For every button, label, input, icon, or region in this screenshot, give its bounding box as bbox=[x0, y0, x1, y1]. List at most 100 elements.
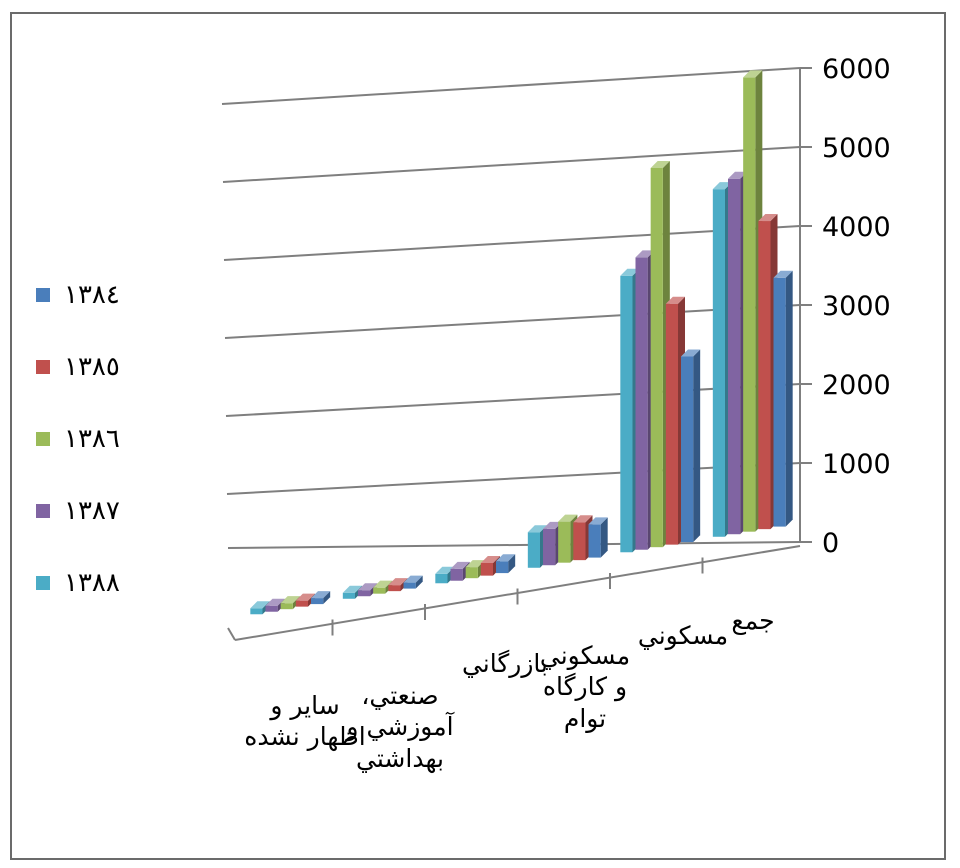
gridline bbox=[225, 383, 801, 417]
category-label: بازرگاني bbox=[461, 649, 549, 678]
bar bbox=[480, 563, 494, 576]
bar-top bbox=[727, 171, 748, 179]
bar bbox=[265, 605, 278, 612]
legend-item: ١٣٨٥ bbox=[36, 352, 120, 382]
legend-label: ١٣٨٥ bbox=[64, 352, 120, 382]
bar-top bbox=[681, 349, 701, 357]
bar bbox=[542, 528, 556, 566]
category-label: مسكوني و كارگاه توام bbox=[539, 641, 631, 733]
bar bbox=[311, 598, 324, 605]
bar-top bbox=[373, 580, 393, 588]
bar bbox=[620, 275, 633, 553]
bar-top bbox=[496, 554, 516, 562]
bar-top bbox=[620, 268, 640, 276]
bar-top bbox=[265, 598, 285, 606]
bar-side bbox=[785, 270, 793, 527]
bar bbox=[558, 521, 571, 563]
bar bbox=[758, 221, 771, 530]
bar-top bbox=[758, 214, 778, 222]
bar-top bbox=[773, 270, 793, 278]
y-tick-label: 1000 bbox=[822, 449, 891, 480]
bar-top bbox=[295, 593, 316, 601]
y-tick-label: 3000 bbox=[822, 291, 891, 322]
bar-top bbox=[311, 591, 331, 599]
bar-top bbox=[712, 182, 732, 190]
bar bbox=[435, 573, 448, 584]
floor-left-edge bbox=[227, 627, 236, 641]
y-tick-label: 6000 bbox=[822, 54, 891, 85]
bar bbox=[373, 587, 386, 594]
legend-swatch bbox=[36, 576, 50, 590]
bar-top bbox=[450, 561, 470, 569]
legend-swatch bbox=[36, 432, 50, 446]
bar-top bbox=[650, 160, 670, 168]
bar-top bbox=[635, 250, 655, 258]
gridline bbox=[223, 225, 801, 261]
bar-top bbox=[280, 596, 300, 604]
bar bbox=[650, 167, 663, 548]
bar bbox=[357, 590, 371, 597]
legend-item: ١٣٨٨ bbox=[36, 568, 120, 598]
legend-label: ١٣٨٨ bbox=[64, 568, 120, 598]
bar-top bbox=[435, 566, 455, 574]
bar bbox=[635, 257, 648, 550]
bar bbox=[665, 303, 679, 545]
bar-top bbox=[665, 296, 686, 304]
legend-item: ١٣٨٤ bbox=[36, 280, 120, 310]
y-tick-label: 0 bbox=[822, 528, 839, 559]
bar bbox=[573, 522, 586, 561]
bar bbox=[450, 568, 463, 581]
legend-swatch bbox=[36, 360, 50, 374]
legend-label: ١٣٨٦ bbox=[64, 424, 120, 454]
bar bbox=[712, 189, 725, 537]
legend-swatch bbox=[36, 504, 50, 518]
bar-side bbox=[415, 575, 423, 589]
bar bbox=[250, 608, 263, 615]
bar-top bbox=[743, 70, 763, 78]
legend-label: ١٣٨٧ bbox=[64, 496, 120, 526]
bar bbox=[403, 582, 416, 589]
bar-top bbox=[588, 517, 608, 525]
bar-side bbox=[323, 591, 331, 605]
bar-top bbox=[465, 560, 485, 568]
bar bbox=[496, 561, 509, 574]
floor-back-edge bbox=[227, 541, 801, 549]
bar-top bbox=[558, 514, 578, 522]
gridline bbox=[221, 67, 801, 105]
bar bbox=[681, 356, 694, 543]
category-label: مسكوني bbox=[637, 621, 729, 650]
bar-side bbox=[508, 554, 516, 574]
bar-side bbox=[693, 349, 701, 543]
category-label: صنعتي، آموزشي و بهداشتي bbox=[346, 681, 454, 773]
bar-top bbox=[357, 583, 378, 591]
bar bbox=[388, 585, 401, 592]
bar-top bbox=[527, 525, 547, 533]
bar bbox=[527, 532, 540, 568]
bar bbox=[588, 524, 601, 558]
bar-side bbox=[600, 517, 608, 558]
y-tick-label: 5000 bbox=[822, 133, 891, 164]
category-label: ساير و اظهار نشده bbox=[244, 691, 366, 752]
category-label: جمع bbox=[731, 606, 775, 635]
bar bbox=[773, 277, 786, 527]
bar-top bbox=[342, 585, 362, 593]
bar-top bbox=[480, 556, 501, 564]
y-tick-label: 4000 bbox=[822, 212, 891, 243]
bar bbox=[743, 77, 756, 532]
bar bbox=[295, 600, 309, 607]
gridline bbox=[222, 146, 801, 183]
y-tick-label: 2000 bbox=[822, 370, 891, 401]
legend-item: ١٣٨٦ bbox=[36, 424, 120, 454]
bar bbox=[342, 592, 355, 599]
bar bbox=[280, 603, 293, 610]
gridline bbox=[226, 462, 801, 495]
legend-item: ١٣٨٧ bbox=[36, 496, 120, 526]
legend-label: ١٣٨٤ bbox=[64, 280, 120, 310]
bar bbox=[465, 567, 478, 579]
bar-top bbox=[388, 578, 408, 586]
bar-top bbox=[542, 521, 563, 529]
bar bbox=[727, 178, 741, 535]
legend-swatch bbox=[36, 288, 50, 302]
bar-top bbox=[573, 515, 593, 523]
